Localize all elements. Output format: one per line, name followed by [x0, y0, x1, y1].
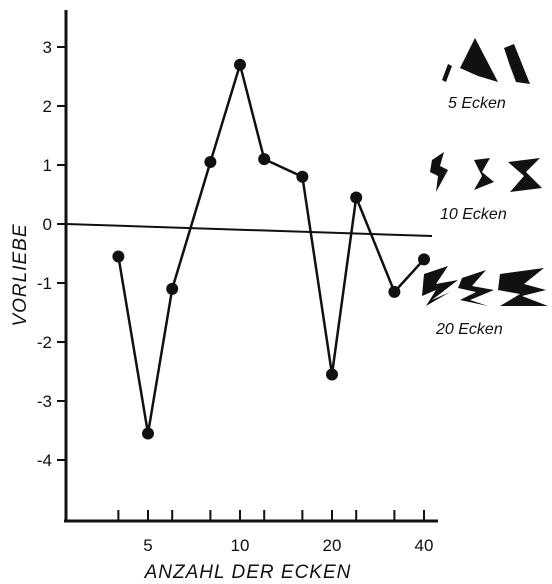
polygon-10-corner-icons	[430, 152, 542, 192]
y-tick-label: 0	[43, 215, 52, 234]
label-5-ecken: 5 Ecken	[448, 95, 506, 112]
x-ticks: 5 10 20 40	[117, 510, 434, 555]
y-tick-label: -2	[37, 333, 52, 352]
y-tick-label: 2	[43, 97, 52, 116]
zero-line	[65, 223, 433, 237]
x-tick-label: 40	[415, 536, 434, 555]
polygon-20-corner-icons	[422, 266, 548, 306]
y-axis-title: VORLIEBE	[10, 223, 31, 326]
y-tick-label: -1	[37, 274, 52, 293]
y-ticks: 3 2 1 0 -1 -2 -3 -4	[37, 38, 67, 470]
x-tick-label: 10	[231, 536, 250, 555]
y-tick-label: -4	[37, 451, 52, 470]
y-tick-label: -3	[37, 392, 52, 411]
data-point	[418, 253, 430, 266]
y-tick-label: 1	[43, 156, 52, 175]
series-polyline	[117, 63, 425, 435]
data-point	[326, 368, 338, 381]
x-axis-title: ANZAHL DER ECKEN	[144, 562, 352, 583]
data-point	[142, 427, 154, 440]
data-point	[204, 156, 217, 169]
data-point	[296, 170, 309, 183]
x-tick-label: 5	[143, 536, 152, 555]
polygon-5-corner-icons	[442, 38, 530, 84]
data-point	[234, 58, 246, 71]
data-point	[112, 250, 125, 263]
series-line	[112, 58, 430, 440]
data-point	[258, 153, 271, 166]
data-point	[350, 191, 363, 204]
y-tick-label: 3	[43, 38, 52, 57]
data-point	[388, 285, 401, 298]
x-tick-label: 20	[323, 536, 342, 555]
data-point	[166, 282, 179, 295]
label-20-ecken: 20 Ecken	[435, 321, 503, 338]
label-10-ecken: 10 Ecken	[440, 206, 507, 223]
